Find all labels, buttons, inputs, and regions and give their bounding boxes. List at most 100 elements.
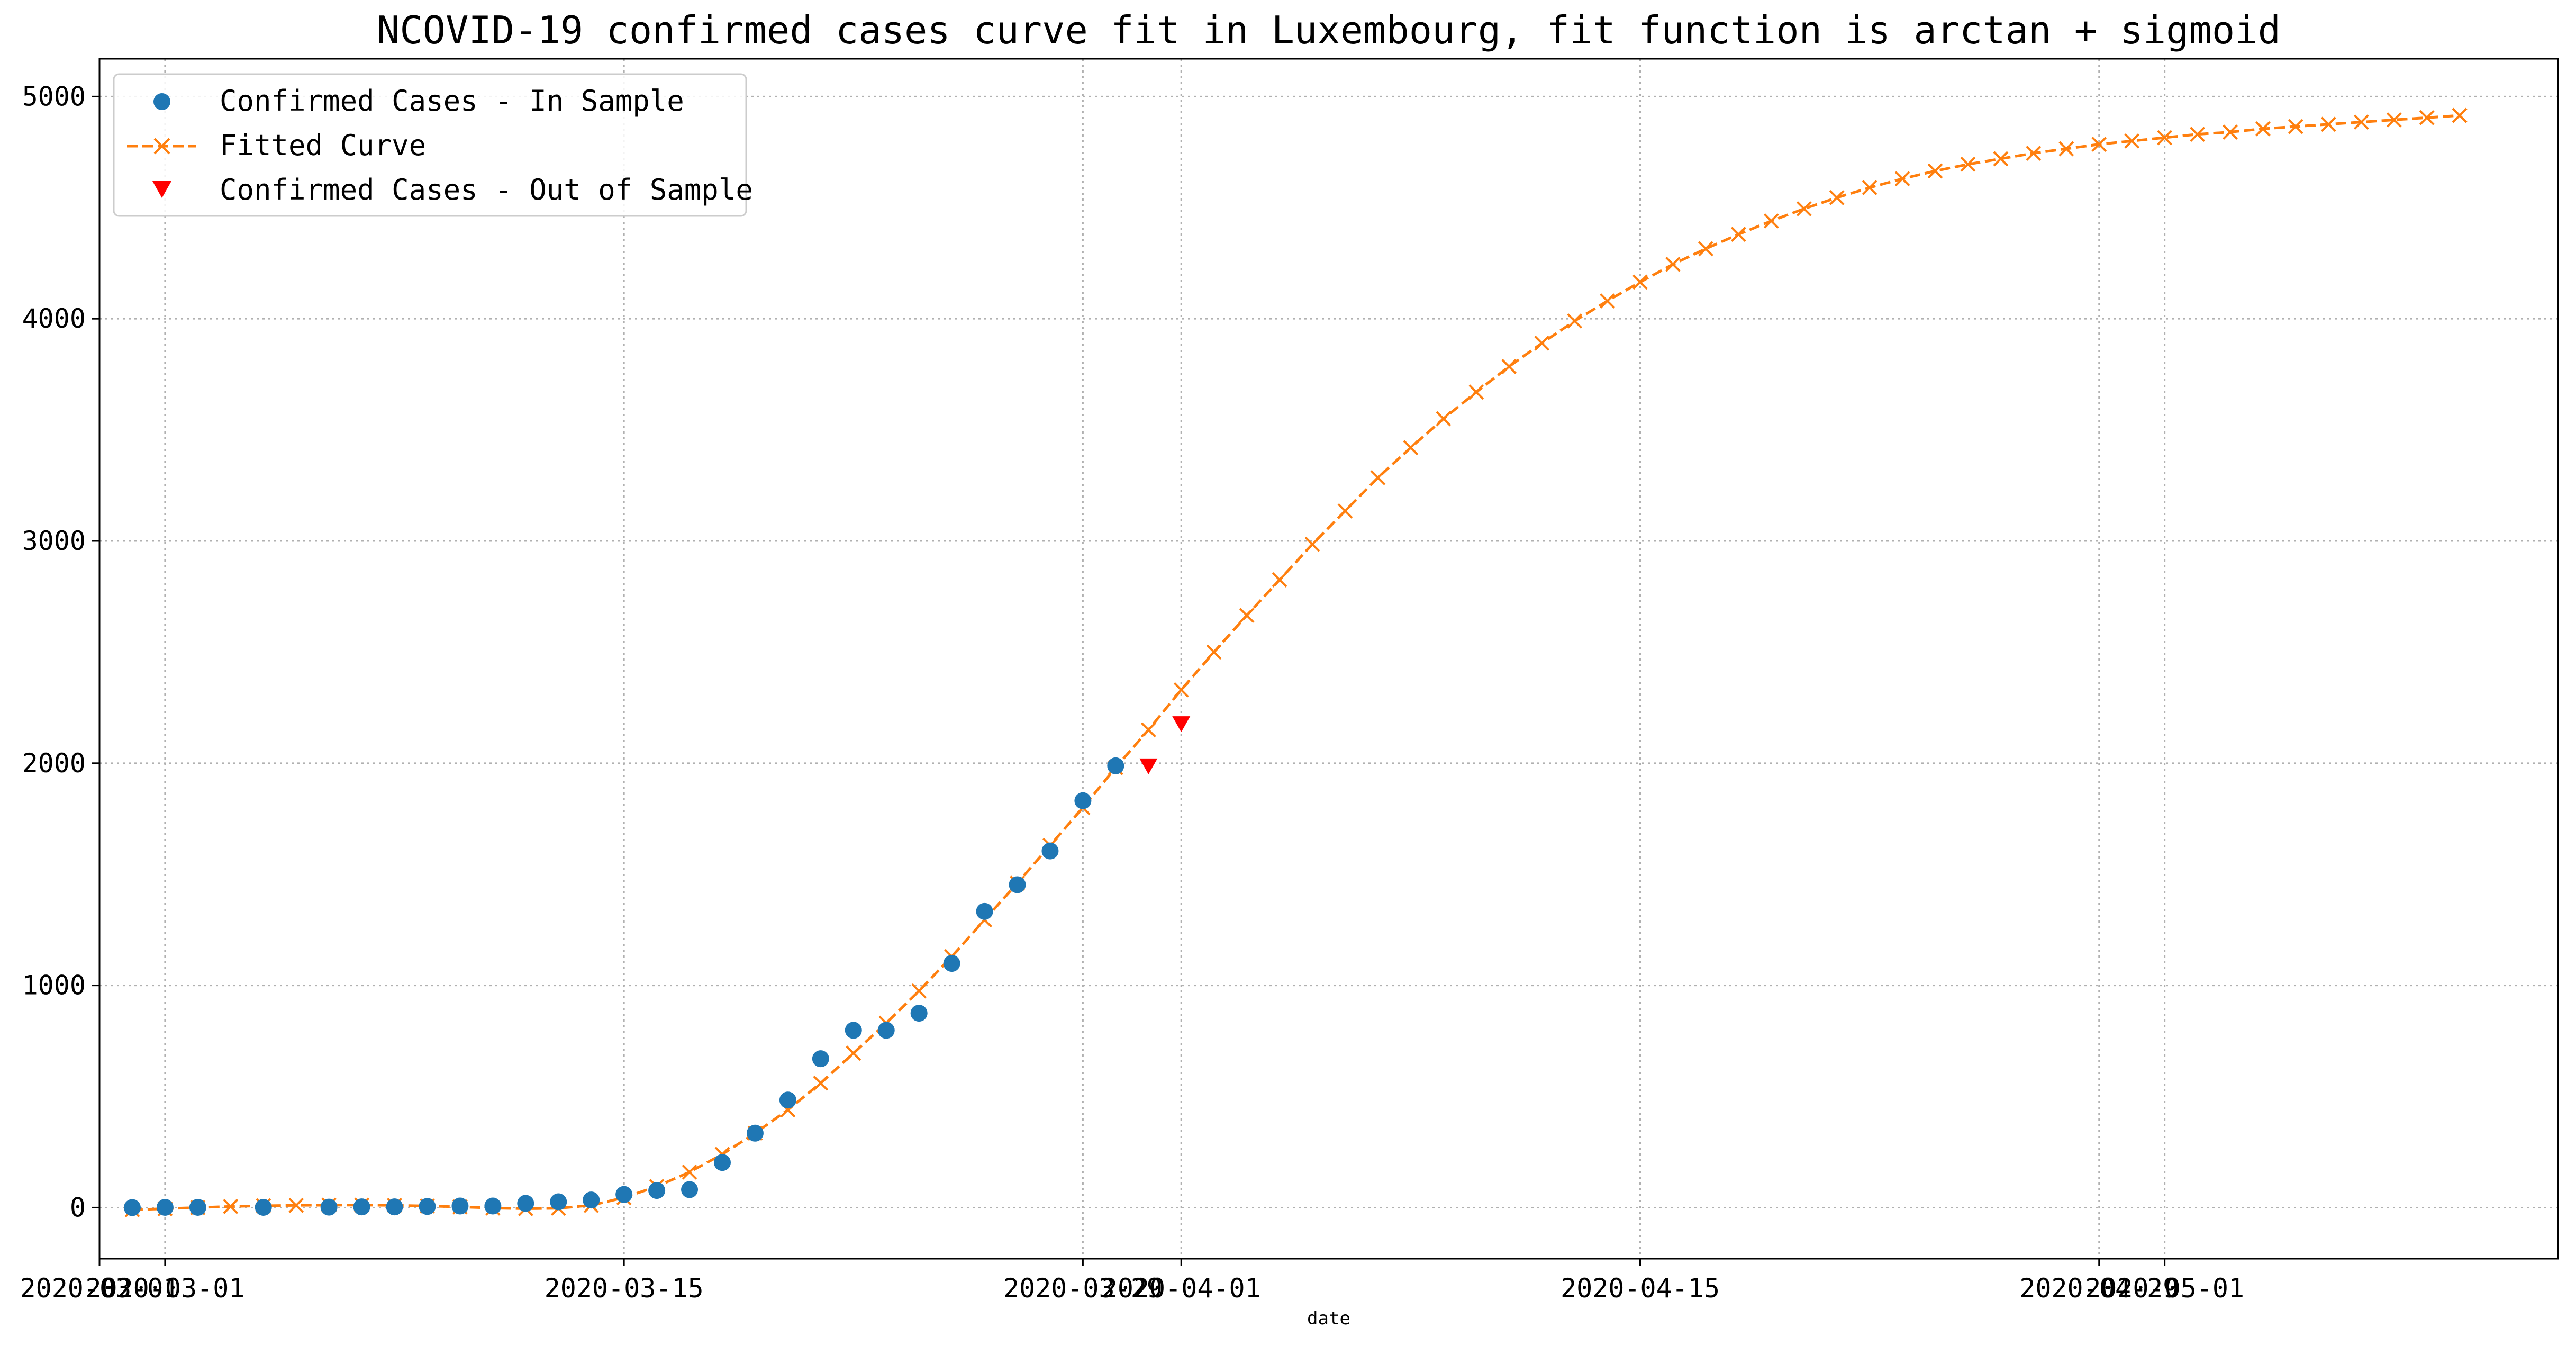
y-tick-label: 2000 — [22, 748, 86, 779]
fitted-curve-marker — [1600, 293, 1615, 309]
fitted-curve-marker — [1567, 313, 1583, 329]
x-tick-label: 2020-04-29 — [2019, 1273, 2179, 1304]
y-tick-label: 3000 — [22, 526, 86, 556]
legend-fitted-curve-marker — [153, 138, 170, 155]
in-sample-point — [1074, 792, 1092, 809]
legend-out-sample-label: Confirmed Cases - Out of Sample — [220, 173, 753, 206]
fitted-curve-marker — [1272, 572, 1287, 588]
fitted-curve-marker — [1665, 256, 1681, 272]
in-sample-point — [189, 1199, 206, 1216]
fitted-curve-marker — [2091, 137, 2107, 152]
fitted-curve-marker — [813, 1075, 829, 1091]
legend: Confirmed Cases - In Sample Fitted Curve… — [113, 73, 753, 217]
points-layer — [123, 716, 1191, 1216]
fitted-curve-marker — [846, 1045, 861, 1061]
x-tick-label: 2020-03-01 — [20, 1273, 179, 1304]
fitted-curve-marker — [1894, 171, 1910, 187]
fitted-curve-marker — [1173, 682, 1189, 698]
fitted-curve-marker — [2223, 124, 2238, 140]
in-sample-point — [713, 1154, 731, 1171]
y-tick-label: 4000 — [22, 303, 86, 334]
x-tick-label: 2020-03-29 — [1003, 1273, 1163, 1304]
fitted-curve-marker — [1304, 536, 1320, 552]
fitted-curve-marker — [1730, 227, 1746, 242]
in-sample-point — [615, 1186, 633, 1203]
fitted-curve-marker — [1206, 644, 1222, 660]
fitted-curve-marker — [1829, 189, 1845, 205]
fitted-curve-marker — [223, 1198, 239, 1214]
fitted-curve-marker — [2058, 141, 2074, 157]
out-of-sample-point — [1172, 716, 1191, 733]
fitted-curve-marker — [2190, 127, 2206, 142]
y-tick-label: 5000 — [22, 81, 86, 112]
fitted-curve-marker — [1403, 440, 1419, 456]
x-tick-label: 2020-03-15 — [545, 1273, 704, 1304]
grid-layer — [98, 59, 2558, 1259]
fitted-curve-marker — [2386, 112, 2402, 128]
x-tick-label: 2020-03-01 — [85, 1273, 244, 1304]
fitted-curve-marker — [1140, 722, 1156, 738]
fitted-curve-marker — [1763, 213, 1779, 229]
fitted-curve-marker — [1927, 163, 1943, 179]
in-sample-point — [976, 902, 993, 920]
fitted-curve-marker — [2353, 114, 2369, 130]
chart-title: NCOVID-19 confirmed cases curve fit in L… — [377, 8, 2281, 52]
in-sample-point — [255, 1199, 272, 1216]
fitted-curve-marker — [1993, 151, 2009, 167]
in-sample-point — [386, 1198, 403, 1216]
in-sample-point — [681, 1181, 699, 1198]
in-sample-point — [877, 1022, 895, 1039]
in-sample-point — [550, 1193, 567, 1211]
plot-area-frame — [98, 58, 2559, 1260]
fitted-curve-marker — [2288, 119, 2303, 134]
in-sample-point — [1107, 757, 1124, 774]
in-sample-point — [451, 1197, 469, 1215]
fitted-curve-marker — [2026, 146, 2042, 161]
fitted-curve-marker — [288, 1197, 304, 1213]
fitted-curve-marker — [1337, 503, 1353, 519]
fitted-curve-marker — [1534, 335, 1550, 351]
fitted-curve-marker — [2320, 116, 2336, 132]
fitted-curve-marker — [1239, 608, 1255, 624]
in-sample-point — [910, 1005, 928, 1022]
in-sample-point — [648, 1182, 666, 1199]
in-sample-point — [779, 1091, 796, 1109]
x-tick-label: 2020-04-15 — [1561, 1273, 1720, 1304]
fitted-curve-marker — [1796, 201, 1812, 216]
legend-in-sample-marker — [153, 93, 170, 110]
legend-out-sample-marker — [152, 181, 171, 198]
in-sample-point — [583, 1191, 600, 1209]
fitted-curve-marker — [1960, 156, 1976, 172]
in-sample-point — [419, 1198, 436, 1215]
fitted-curve-line — [132, 114, 2460, 1212]
fitted-curve-marker — [1501, 359, 1517, 374]
fitted-curve-marker — [1370, 470, 1386, 485]
legend-box — [113, 73, 747, 217]
legend-fitted-curve-label: Fitted Curve — [220, 129, 426, 162]
x-tick-label: 2020-05-01 — [2085, 1273, 2244, 1304]
fitted-curve-marker — [2255, 121, 2271, 137]
legend-in-sample-label: Confirmed Cases - In Sample — [220, 84, 684, 118]
in-sample-point — [845, 1022, 862, 1039]
x-tick-label: 2020-04-01 — [1102, 1273, 1261, 1304]
fitted-curve-marker — [682, 1164, 697, 1180]
y-tick-label: 1000 — [22, 970, 86, 1001]
y-tick-label: 0 — [70, 1192, 86, 1223]
fitted-curve-marker — [1632, 274, 1648, 290]
in-sample-point — [484, 1197, 502, 1215]
fitted-curve-marker — [1698, 241, 1713, 257]
fitted-curve-marker — [2124, 133, 2140, 149]
in-sample-point — [943, 955, 960, 972]
out-of-sample-point — [1139, 758, 1158, 774]
fitted-curve-layer — [124, 107, 2468, 1218]
x-axis-label: date — [1307, 1308, 1350, 1329]
in-sample-point — [746, 1124, 764, 1142]
fitted-curve-marker — [1468, 384, 1484, 400]
fitted-curve-marker — [2419, 110, 2435, 125]
in-sample-point — [320, 1198, 338, 1216]
fitted-curve-marker — [1862, 180, 1877, 195]
in-sample-point — [353, 1198, 370, 1216]
in-sample-point — [1041, 842, 1059, 860]
